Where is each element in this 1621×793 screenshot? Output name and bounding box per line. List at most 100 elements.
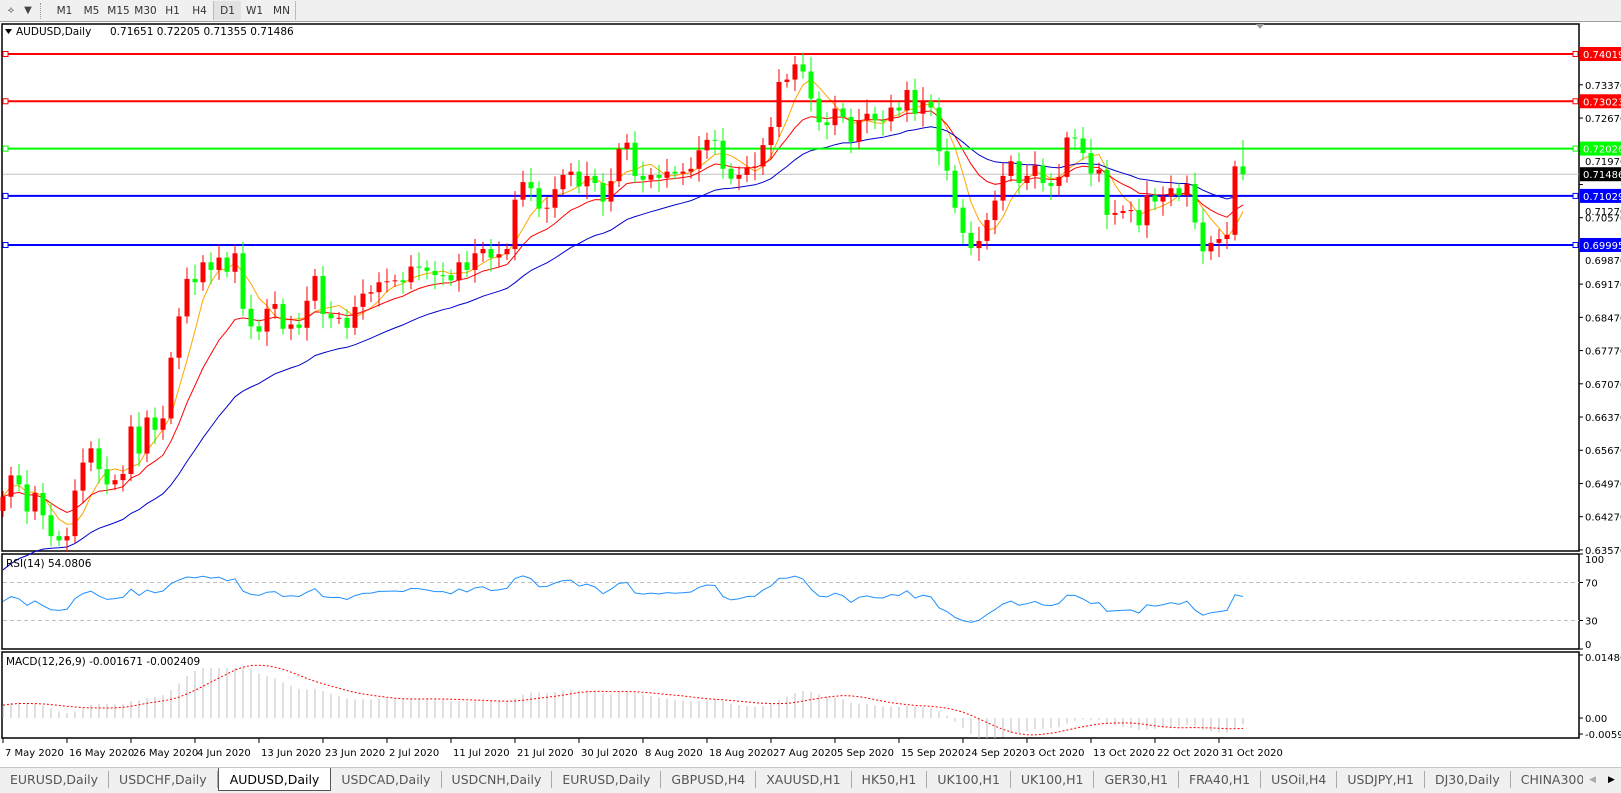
candle-body — [944, 151, 950, 171]
candle-body — [1232, 166, 1238, 235]
candle-body — [632, 142, 638, 176]
timeframe-m15[interactable]: M15 — [107, 4, 130, 17]
timeframe-h4[interactable]: H4 — [192, 4, 207, 17]
tab-usdcnh-daily[interactable]: USDCNH,Daily — [442, 771, 553, 788]
level-handle[interactable] — [1572, 241, 1579, 248]
tab-eurusd-daily[interactable]: EURUSD,Daily — [0, 771, 110, 788]
bid-price-badge — [1580, 167, 1621, 182]
level-handle[interactable] — [1572, 98, 1579, 105]
time-tick-label: 4 Jun 2020 — [197, 748, 251, 759]
rsi-tick-label: 30 — [1585, 617, 1598, 628]
candle-body — [1008, 161, 1014, 176]
level-handle[interactable] — [2, 51, 9, 57]
level-price-badge — [1580, 237, 1621, 252]
candle-body — [496, 254, 502, 258]
dropdown-arrow-icon[interactable]: ▼ — [24, 5, 32, 16]
candle-body — [824, 122, 830, 126]
level-handle[interactable] — [2, 98, 9, 105]
tab-xauusd-h1[interactable]: XAUUSD,H1 — [756, 771, 852, 788]
candle-body — [184, 278, 190, 317]
tab-audusd-daily[interactable]: AUDUSD,Daily — [217, 768, 332, 791]
candle-body — [224, 257, 230, 272]
time-tick-label: 15 Sep 2020 — [901, 748, 964, 759]
candle-body — [744, 167, 750, 175]
tab-uk100-h1[interactable]: UK100,H1 — [927, 771, 1011, 788]
tab-ger30-h1[interactable]: GER30,H1 — [1094, 771, 1179, 788]
collapse-triangle-icon — [5, 29, 12, 34]
rsi-tick-label: 70 — [1585, 579, 1598, 590]
candle-body — [624, 142, 630, 149]
level-price-label: 0.74019 — [1583, 50, 1621, 61]
chart-tools-icon[interactable]: ⟡ — [7, 5, 15, 16]
time-tick-label: 2 Jul 2020 — [389, 748, 439, 759]
chart-background — [0, 21, 1621, 767]
scroll-left-icon[interactable]: ◀ — [1589, 774, 1596, 785]
tab-eurusd-daily[interactable]: EURUSD,Daily — [552, 771, 662, 788]
time-tick-label: 27 Aug 2020 — [773, 748, 837, 759]
candle-body — [992, 200, 998, 221]
timeframe-m30[interactable]: M30 — [134, 4, 157, 17]
candle-body — [728, 168, 734, 179]
timeframe-d1[interactable]: D1 — [213, 1, 241, 20]
tab-gbpusd-h4[interactable]: GBPUSD,H4 — [661, 771, 757, 788]
ma-slow-line — [2, 126, 1244, 571]
candle-body — [680, 171, 686, 174]
tab-usdchf-daily[interactable]: USDCHF,Daily — [109, 771, 218, 788]
candle-body — [112, 480, 118, 485]
timeframe-w1[interactable]: W1 — [245, 4, 264, 17]
candle-body — [160, 418, 166, 430]
rsi-tick-label: 100 — [1585, 555, 1604, 566]
candle-body — [800, 64, 806, 72]
candle-body — [1216, 239, 1222, 243]
tab-hk50-h1[interactable]: HK50,H1 — [852, 771, 928, 788]
level-handle[interactable] — [2, 145, 9, 152]
tab-usdjpy-h1[interactable]: USDJPY,H1 — [1337, 771, 1425, 788]
candle-body — [1144, 195, 1150, 226]
scroll-right-icon[interactable]: ▶ — [1608, 774, 1615, 785]
candle-body — [912, 90, 918, 114]
tab-dj30-daily[interactable]: DJ30,Daily — [1425, 771, 1511, 788]
candle-body — [600, 183, 606, 202]
time-tick-label: 11 Jul 2020 — [453, 748, 510, 759]
candle-body — [320, 276, 326, 315]
candle-body — [752, 166, 758, 168]
candle-body — [816, 98, 822, 123]
level-handle[interactable] — [2, 192, 9, 199]
level-handle[interactable] — [1572, 51, 1579, 57]
candle-body — [1096, 169, 1102, 174]
candle-body — [920, 101, 926, 114]
time-tick-label: 7 May 2020 — [5, 748, 64, 759]
candle-body — [688, 168, 694, 172]
candle-body — [1176, 188, 1182, 196]
candle-body — [488, 249, 494, 258]
candle-body — [536, 188, 542, 209]
time-tick-label: 5 Sep 2020 — [837, 748, 894, 759]
level-handle[interactable] — [1572, 145, 1579, 152]
time-tick-label: 8 Aug 2020 — [645, 748, 703, 759]
candle-body — [64, 536, 70, 541]
level-handle[interactable] — [2, 241, 9, 248]
timeframe-m5[interactable]: M5 — [83, 4, 100, 17]
candle-body — [408, 266, 414, 283]
timeframe-m1[interactable]: M1 — [56, 4, 73, 17]
level-price-label: 0.73023 — [1583, 97, 1621, 108]
candle-body — [1128, 210, 1134, 212]
candle-body — [504, 249, 510, 255]
level-handle[interactable] — [1572, 192, 1579, 199]
tab-usdcad-daily[interactable]: USDCAD,Daily — [331, 771, 442, 788]
timeframe-mn[interactable]: MN — [273, 4, 290, 17]
tab-fra40-h1[interactable]: FRA40,H1 — [1179, 771, 1262, 788]
tab-uk100-h1[interactable]: UK100,H1 — [1011, 771, 1095, 788]
timeframe-h1[interactable]: H1 — [165, 4, 180, 17]
candle-body — [656, 174, 662, 178]
timeframe-buttons: M1 M5 M15 M30 H1 H4 D1 W1 MN — [51, 1, 295, 20]
candle-body — [440, 275, 446, 277]
chart-tabs: EURUSD,Daily USDCHF,Daily AUDUSD,Daily USDC… — [0, 767, 1621, 791]
tab-usoil-h4[interactable]: USOil,H4 — [1261, 771, 1338, 788]
candle-body — [1160, 196, 1166, 202]
candle-body — [232, 253, 238, 272]
price-tick-label: 0.63570 — [1585, 546, 1621, 557]
